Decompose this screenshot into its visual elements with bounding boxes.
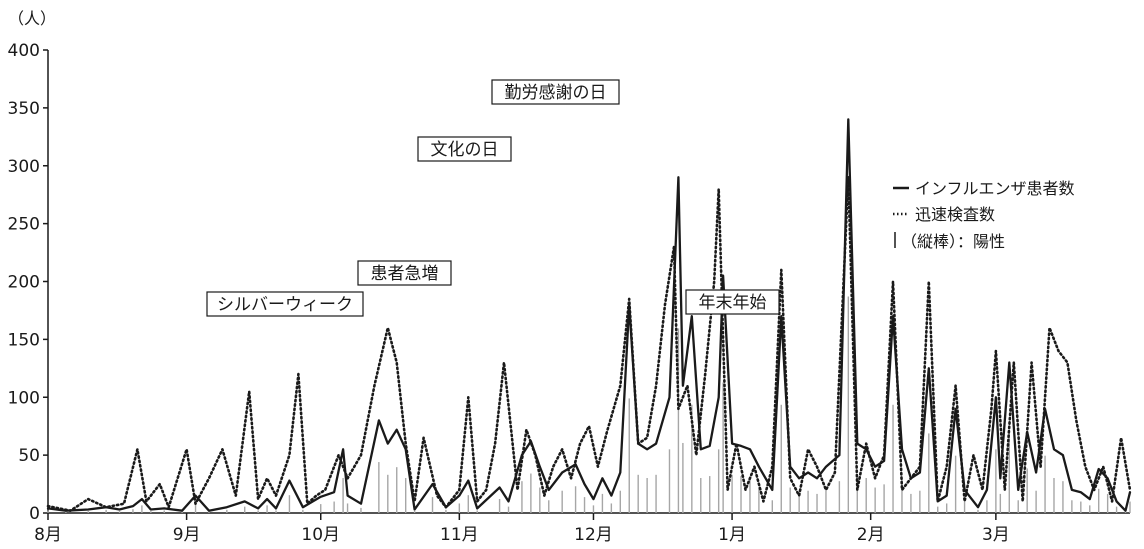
annotation-label: 患者急増: [371, 264, 439, 284]
annotation-box: [206, 291, 364, 317]
y-tick-label: 0: [29, 504, 40, 524]
annotation-box: [491, 79, 620, 105]
x-ticks: 8月 9月 10月 11月 12月 1月 2月 3月: [34, 513, 1010, 545]
legend-label-tests: 迅速検査数: [915, 205, 995, 224]
y-tick-label: 350: [8, 99, 40, 119]
legend-label-patients: インフルエンザ患者数: [915, 179, 1075, 198]
y-ticks: 0 50 100 150 200 250 300 350 400: [8, 41, 48, 524]
positive-bars: [47, 296, 1131, 513]
x-tick-label: 12月: [574, 525, 613, 545]
y-tick-label: 100: [8, 388, 40, 408]
x-tick-label: 9月: [173, 525, 201, 545]
axes: [47, 50, 1130, 514]
annotation-box: [417, 136, 512, 162]
x-tick-label: 3月: [982, 525, 1010, 545]
annotation-label: 文化の日: [431, 140, 499, 160]
annotation-label: 年末年始: [699, 293, 767, 313]
x-tick-label: 2月: [857, 525, 885, 545]
x-tick-label: 8月: [34, 525, 62, 545]
legend: インフルエンザ患者数 迅速検査数 （縦棒）：陽性: [893, 179, 1075, 251]
series-lines: [46, 118, 1132, 512]
annotation-label: 勤労感謝の日: [505, 83, 607, 103]
annotation-label: シルバーウィーク: [217, 295, 353, 315]
y-tick-label: 50: [18, 446, 40, 466]
y-unit-label: （人）: [8, 9, 56, 28]
y-tick-label: 150: [8, 330, 40, 350]
legend-label-positive: （縦棒）：陽性: [901, 232, 1005, 251]
annotation-box: [357, 260, 452, 286]
y-tick-label: 300: [8, 157, 40, 177]
y-tick-label: 250: [8, 215, 40, 235]
series-line-patients: [46, 118, 1132, 512]
annotation-box: [685, 289, 780, 315]
x-tick-label: 11月: [440, 525, 479, 545]
series-line-tests: [46, 176, 1132, 512]
x-tick-label: 10月: [301, 525, 340, 545]
y-tick-label: 200: [8, 273, 40, 293]
y-tick-label: 400: [8, 41, 40, 61]
x-tick-label: 1月: [718, 525, 746, 545]
